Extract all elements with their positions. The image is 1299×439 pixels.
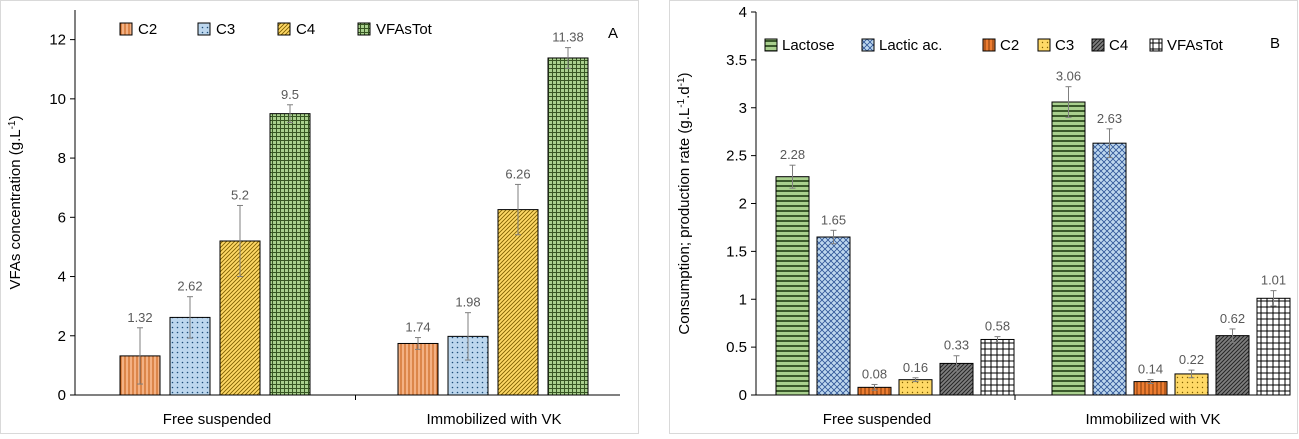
legend-swatch-lactic-ac: [861, 38, 875, 52]
y-tick-label: 2: [58, 328, 66, 345]
legend-swatch-c3: [1037, 38, 1051, 52]
y-axis-label: Consumption; production rate (g.L-1.d-1): [676, 72, 694, 334]
y-axis-label-text: Consumption; production rate (g.L: [676, 108, 693, 335]
legend-label-vfastot: VFAsTot: [1167, 37, 1224, 54]
x-tick-label: Immobilized with VK: [1085, 411, 1220, 428]
data-label: 1.01: [1261, 273, 1286, 288]
legend-swatch-c4: [277, 22, 291, 36]
data-label: 1.98: [455, 295, 480, 310]
y-axis-label: VFAs concentration (g.L-1): [7, 116, 25, 290]
bar-vfastot-free-suspended: [980, 338, 1015, 396]
legend-label-c4: C4: [296, 21, 315, 38]
data-label: 0.08: [862, 366, 887, 381]
y-tick-label: 0: [739, 387, 747, 404]
y-tick-label: 2: [739, 196, 747, 213]
data-label: 0.33: [944, 338, 969, 353]
chart-frame: [0, 0, 639, 434]
y-tick-label: 2.5: [726, 148, 747, 165]
y-tick-label: 1.5: [726, 243, 747, 260]
y-axis-label-superscript: -1: [676, 98, 687, 107]
y-tick-label: 6: [58, 209, 66, 226]
bar-lactose-immobilized-with-vk: [1051, 101, 1086, 396]
legend-label-lactic-ac: Lactic ac.: [879, 37, 942, 54]
y-tick-label: 0: [58, 387, 66, 404]
y-tick-label: 8: [58, 150, 66, 167]
data-label: 1.65: [821, 212, 846, 227]
data-label: 0.22: [1179, 352, 1204, 367]
bar-c4-immobilized-with-vk: [497, 209, 539, 396]
y-axis-label-superscript: -1: [676, 77, 687, 86]
legend-label-c2: C2: [1000, 37, 1019, 54]
bar-vfastot-free-suspended: [269, 113, 311, 396]
legend-swatch-c2: [119, 22, 133, 36]
data-label: 0.58: [985, 319, 1010, 334]
bar-lactic-ac-immobilized-with-vk: [1092, 142, 1127, 396]
x-tick-label: Free suspended: [823, 411, 931, 428]
data-label: 5.2: [231, 187, 249, 202]
legend-swatch-vfastot: [357, 22, 371, 36]
y-tick-label: 3: [739, 100, 747, 117]
data-label: 3.06: [1056, 69, 1081, 84]
panel-label: A: [608, 25, 618, 42]
chart-panel-b: 0 0.5 1 1.5 2 2.5 3 3.5 4 Free suspended Immobiliz…: [669, 0, 1298, 434]
y-tick-label: 4: [58, 269, 66, 286]
data-label: 1.74: [405, 320, 430, 335]
data-label: 9.5: [281, 87, 299, 102]
y-axis-label-text: VFAs concentration (g.L: [7, 129, 24, 289]
bar-lactose-free-suspended: [775, 176, 810, 396]
y-axis-label-superscript: -1: [7, 120, 18, 129]
y-tick-label: 12: [49, 32, 66, 49]
data-label: 0.16: [903, 360, 928, 375]
legend-swatch-c2: [982, 38, 996, 52]
y-tick-label: 1: [739, 291, 747, 308]
y-tick-label: 4: [739, 4, 747, 21]
data-label: 0.14: [1138, 362, 1163, 377]
y-tick-label: 3.5: [726, 52, 747, 69]
legend-swatch-vfastot: [1149, 38, 1163, 52]
y-axis-label-text: .d: [676, 86, 693, 99]
y-axis-label-text: ): [676, 72, 693, 77]
legend-label-c2: C2: [138, 21, 157, 38]
x-tick-label: Immobilized with VK: [426, 411, 561, 428]
legend-label-lactose: Lactose: [782, 37, 835, 54]
data-label: 2.28: [780, 147, 805, 162]
chart-panel-a: 0 2 4 6 8 10 12 Free suspended Immobilized with …: [0, 0, 639, 434]
bar-vfastot-immobilized-with-vk: [547, 57, 589, 396]
legend-label-c3: C3: [1055, 37, 1074, 54]
panel-label: B: [1270, 35, 1280, 52]
bar-vfastot-immobilized-with-vk: [1256, 297, 1291, 396]
bar-c4-immobilized-with-vk: [1215, 335, 1250, 396]
data-label: 11.38: [552, 30, 584, 45]
data-label: 2.62: [177, 279, 202, 294]
legend-label-c3: C3: [216, 21, 235, 38]
data-label: 2.63: [1097, 111, 1122, 126]
y-tick-label: 0.5: [726, 339, 747, 356]
data-label: 0.62: [1220, 311, 1245, 326]
legend-swatch-lactose: [764, 38, 778, 52]
y-axis-label-text: ): [7, 116, 24, 121]
legend-swatch-c4: [1091, 38, 1105, 52]
bar-lactic-ac-free-suspended: [816, 236, 851, 396]
bar-c2-immobilized-with-vk: [397, 342, 439, 396]
legend-label-c4: C4: [1109, 37, 1128, 54]
legend-label-vfastot: VFAsTot: [376, 21, 433, 38]
x-tick-label: Free suspended: [163, 411, 271, 428]
legend-swatch-c3: [197, 22, 211, 36]
data-label: 6.26: [505, 166, 530, 181]
data-label: 1.32: [127, 310, 152, 325]
y-tick-label: 10: [49, 91, 66, 108]
